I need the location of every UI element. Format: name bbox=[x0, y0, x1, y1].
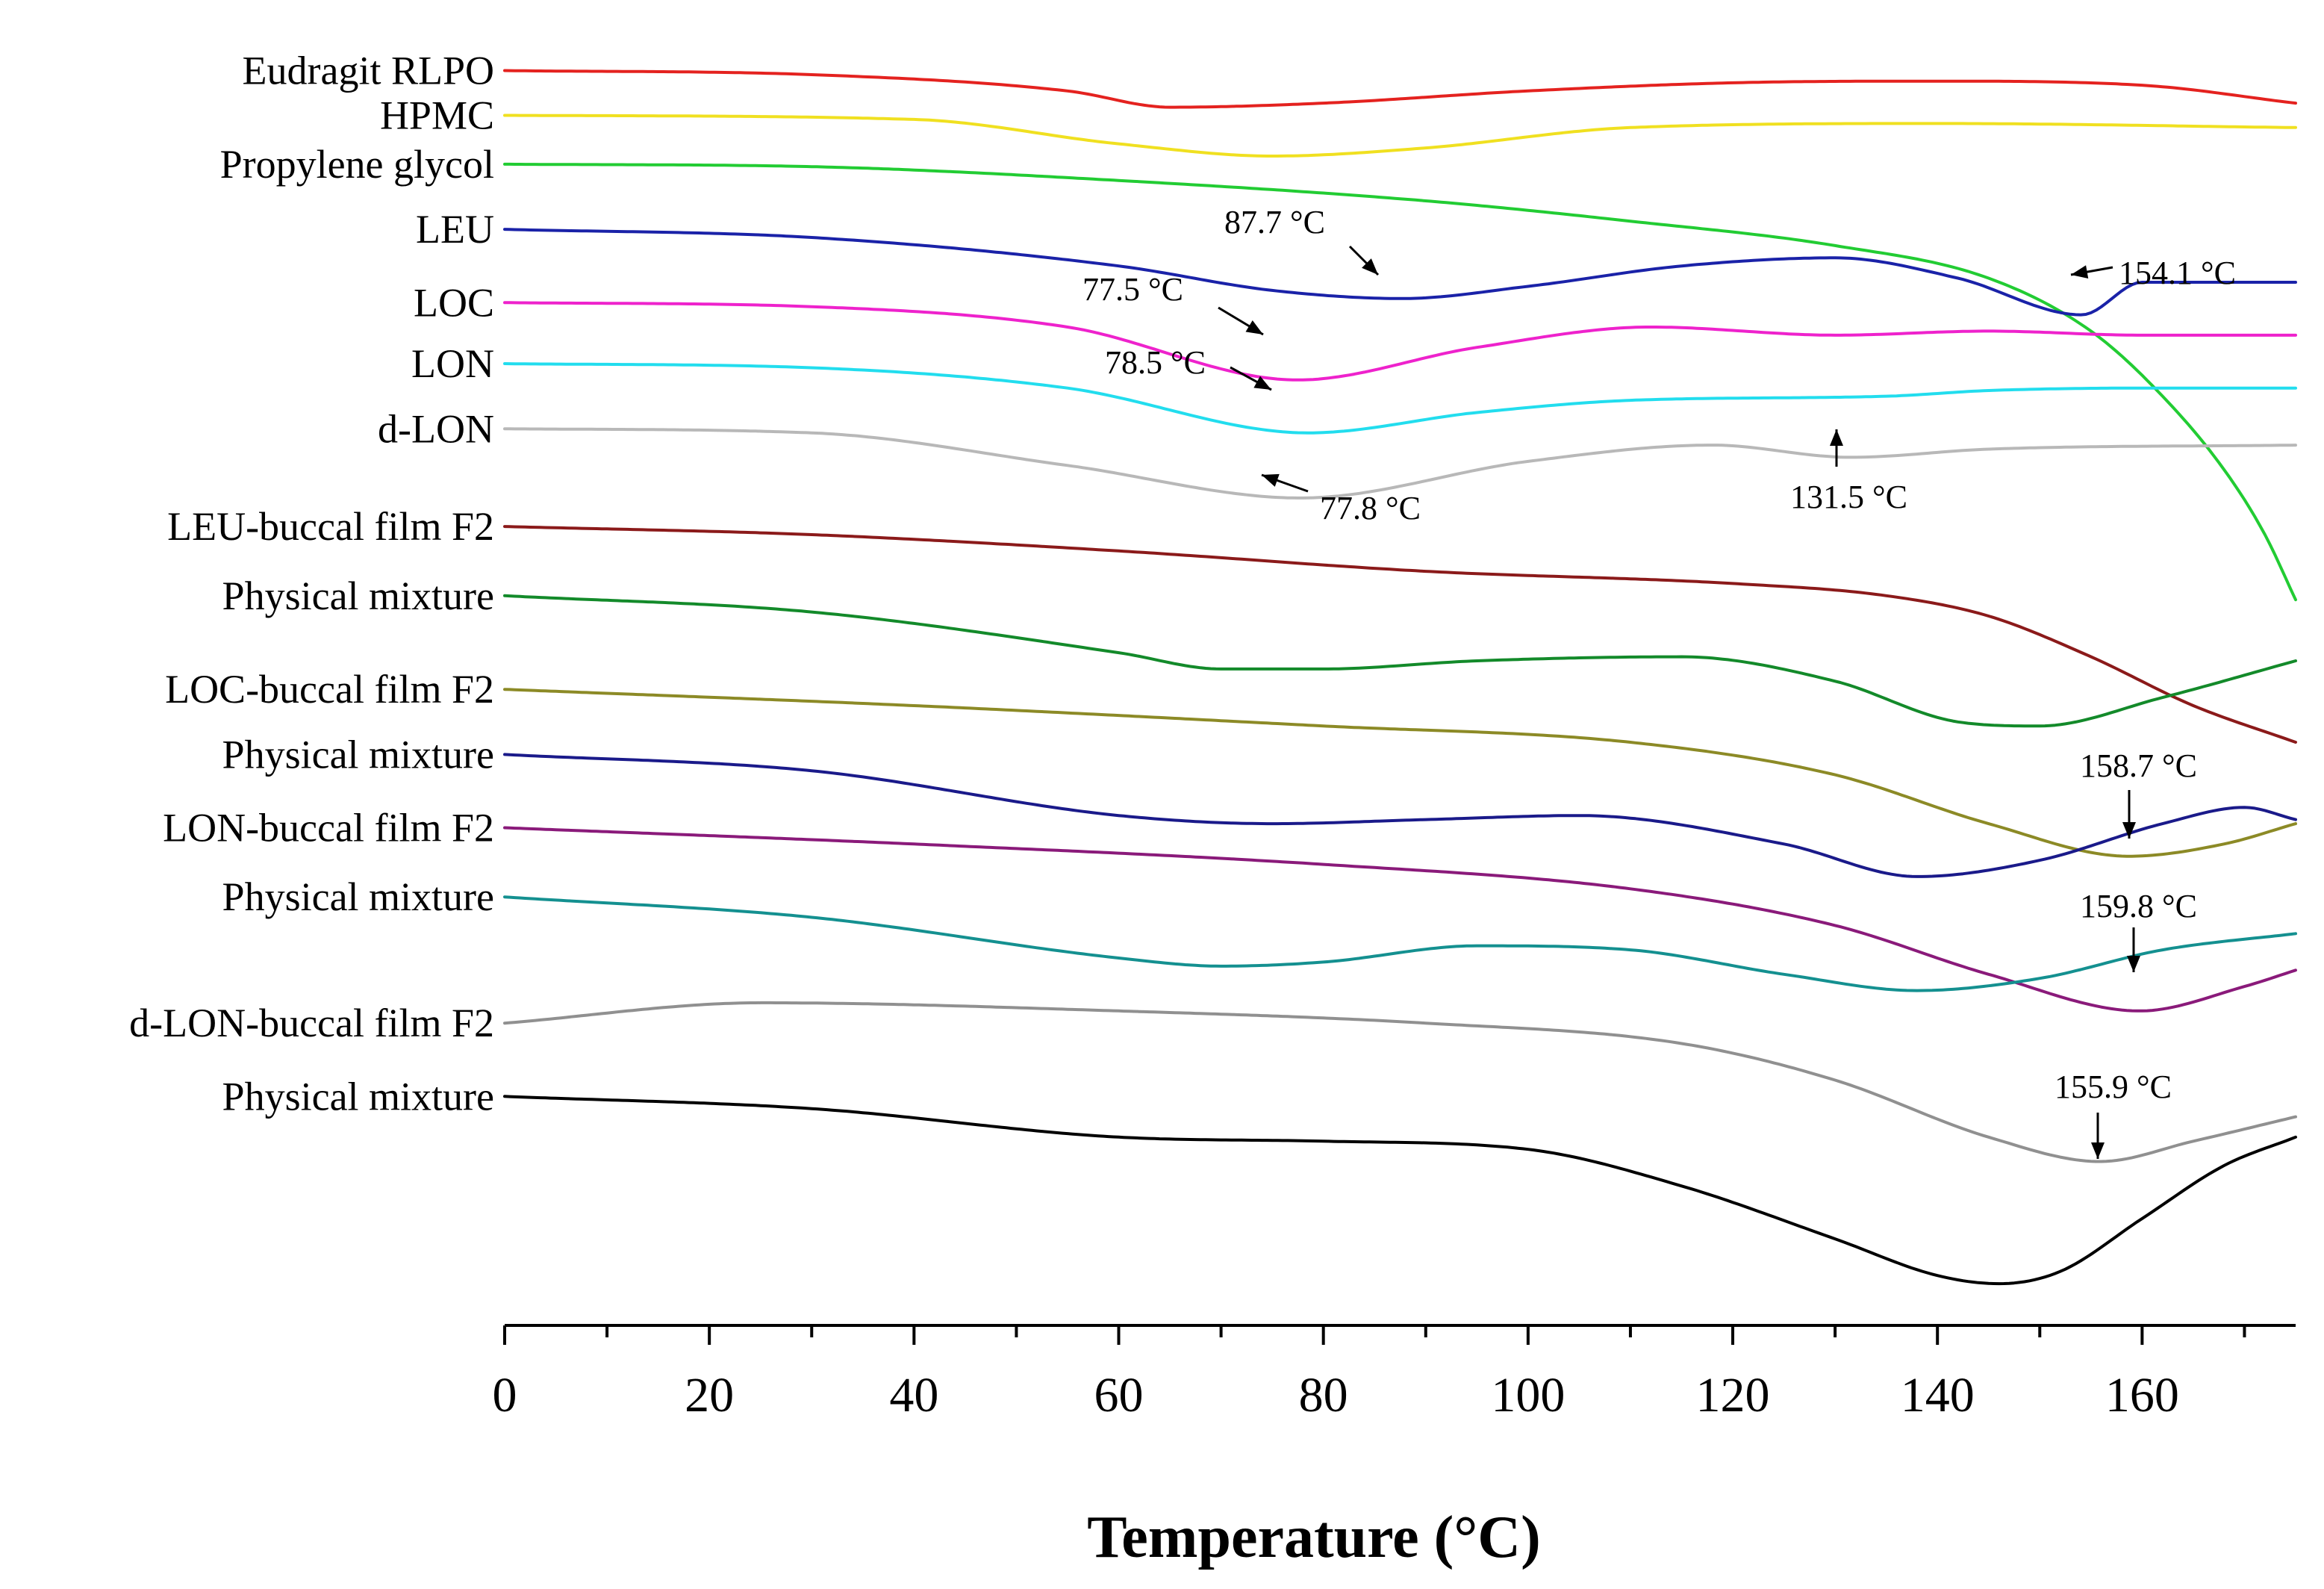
curve-6-lon bbox=[503, 362, 2297, 435]
curve-3-propylene-glycol bbox=[503, 162, 2297, 602]
series-label-14-d-lon-buccal-film-f2: d-LON-buccal film F2 bbox=[129, 1001, 494, 1045]
series-label-2-hpmc: HPMC bbox=[380, 93, 494, 137]
x-tick-label-60: 60 bbox=[1094, 1368, 1144, 1422]
curve-10-loc-buccal-film-f2 bbox=[503, 688, 2297, 858]
annotation-label-6: 131.5 °C bbox=[1790, 479, 1907, 515]
series-label-10-loc-buccal-film-f2: LOC-buccal film F2 bbox=[165, 667, 494, 712]
series-label-11-physical-mixture: Physical mixture bbox=[222, 732, 494, 777]
annotation-label-3: 77.5 °C bbox=[1082, 271, 1183, 308]
series-label-3-propylene-glycol: Propylene glycol bbox=[220, 142, 494, 187]
x-axis-title: Temperature (°C) bbox=[1087, 1505, 1540, 1570]
x-tick-label-100: 100 bbox=[1491, 1368, 1565, 1422]
series-label-8-leu-buccal-film-f2: LEU-buccal film F2 bbox=[167, 504, 494, 549]
annotation-4: 78.5 °C bbox=[1105, 344, 1272, 391]
annotation-label-9: 155.9 °C bbox=[2054, 1069, 2172, 1105]
x-tick-label-140: 140 bbox=[1901, 1368, 1975, 1422]
curves bbox=[503, 69, 2297, 1286]
annotation-3: 77.5 °C bbox=[1082, 271, 1264, 336]
annotation-arrowhead-3 bbox=[1245, 320, 1263, 335]
curve-15-physical-mixture bbox=[503, 1095, 2297, 1286]
annotations: 87.7 °C 154.1 °C 77.5 °C 78.5 °C 77.8 °C 131.… bbox=[1082, 204, 2236, 1159]
annotation-label-4: 78.5 °C bbox=[1105, 344, 1206, 381]
annotation-6: 131.5 °C bbox=[1790, 429, 1907, 515]
x-tick-label-160: 160 bbox=[2105, 1368, 2179, 1422]
series-label-5-loc: LOC bbox=[414, 280, 494, 325]
annotation-label-2: 154.1 °C bbox=[2119, 255, 2236, 291]
x-tick-label-80: 80 bbox=[1299, 1368, 1348, 1422]
curve-11-physical-mixture bbox=[503, 753, 2297, 878]
annotation-9: 155.9 °C bbox=[2054, 1069, 2172, 1159]
annotation-arrowhead-6 bbox=[1830, 429, 1843, 446]
curve-9-physical-mixture bbox=[503, 594, 2297, 728]
series-label-13-physical-mixture: Physical mixture bbox=[222, 874, 494, 919]
annotation-8: 159.8 °C bbox=[2080, 888, 2197, 972]
series-label-15-physical-mixture: Physical mixture bbox=[222, 1074, 494, 1119]
x-tick-label-120: 120 bbox=[1696, 1368, 1770, 1422]
curve-14-d-lon-buccal-film-f2 bbox=[503, 1001, 2297, 1163]
annotation-arrowhead-4 bbox=[1253, 376, 1271, 390]
series-label-1-eudragit-rlpo: Eudragit RLPO bbox=[243, 49, 494, 93]
curve-7-d-lon bbox=[503, 427, 2297, 500]
annotation-arrowhead-9 bbox=[2091, 1142, 2105, 1159]
curve-13-physical-mixture bbox=[503, 895, 2297, 992]
annotation-arrowhead-8 bbox=[2127, 956, 2140, 972]
annotation-arrowhead-1 bbox=[1362, 258, 1378, 275]
series-label-6-lon: LON bbox=[411, 341, 494, 386]
curve-4-leu bbox=[503, 228, 2297, 317]
curve-5-loc bbox=[503, 301, 2297, 382]
annotation-label-8: 159.8 °C bbox=[2080, 888, 2197, 924]
curve-1-eudragit-rlpo bbox=[503, 69, 2297, 109]
annotation-5: 77.8 °C bbox=[1261, 473, 1421, 526]
x-ticks: 0 20 40 60 80 100 120 140 160 bbox=[493, 1325, 2246, 1422]
annotation-label-1: 87.7 °C bbox=[1224, 204, 1325, 240]
curve-2-hpmc bbox=[503, 114, 2297, 158]
series-label-7-d-lon: d-LON bbox=[378, 406, 494, 451]
curve-8-leu-buccal-film-f2 bbox=[503, 525, 2297, 744]
annotation-7: 158.7 °C bbox=[2080, 747, 2197, 839]
series-label-9-physical-mixture: Physical mixture bbox=[222, 573, 494, 618]
annotation-label-7: 158.7 °C bbox=[2080, 747, 2197, 784]
x-tick-label-40: 40 bbox=[889, 1368, 938, 1422]
annotation-1: 87.7 °C bbox=[1224, 204, 1380, 276]
annotation-label-5: 77.8 °C bbox=[1320, 490, 1421, 526]
x-tick-label-0: 0 bbox=[493, 1368, 517, 1422]
curve-12-lon-buccal-film-f2 bbox=[503, 826, 2297, 1013]
series-label-4-leu: LEU bbox=[416, 207, 494, 252]
annotation-arrowhead-5 bbox=[1262, 473, 1280, 487]
series-label-12-lon-buccal-film-f2: LON-buccal film F2 bbox=[163, 806, 494, 851]
x-tick-label-20: 20 bbox=[685, 1368, 734, 1422]
annotation-arrowhead-7 bbox=[2122, 822, 2136, 839]
annotation-arrowhead-2 bbox=[2071, 265, 2089, 279]
annotation-2: 154.1 °C bbox=[2070, 255, 2236, 291]
